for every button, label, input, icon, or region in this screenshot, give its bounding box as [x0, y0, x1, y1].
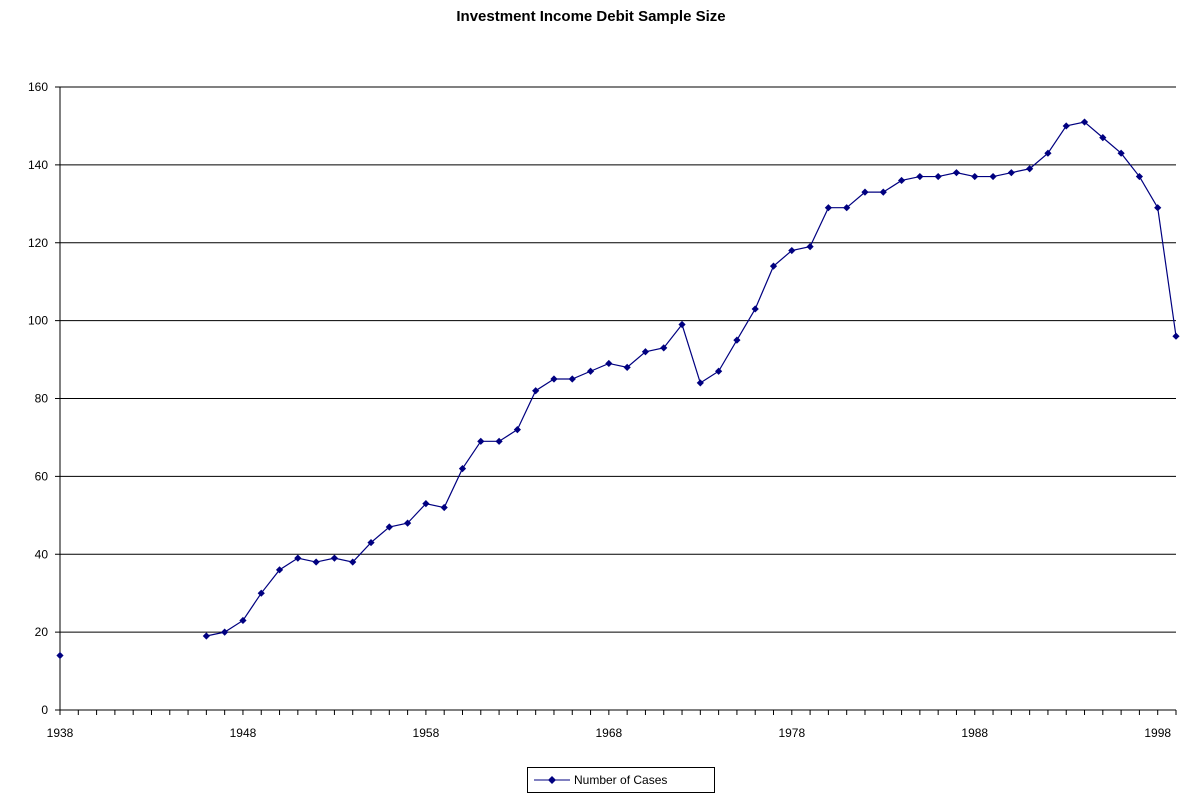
- data-point: [1117, 149, 1125, 157]
- data-point: [202, 632, 210, 640]
- axes: 0 20 40 60 80 100 120 140 160 1938 1948 1958 1968 197…: [28, 80, 1177, 740]
- data-point: [824, 204, 832, 212]
- legend-marker-icon: [534, 776, 570, 784]
- gridlines: [60, 86, 1176, 633]
- y-tick-label: 60: [35, 469, 49, 483]
- data-point: [715, 367, 723, 375]
- y-tick-label: 80: [35, 392, 49, 406]
- data-point: [367, 538, 375, 547]
- data-point: [1026, 165, 1034, 173]
- series-number-of-cases: [56, 118, 1180, 660]
- x-tick-label: 1968: [596, 726, 623, 740]
- data-point: [294, 554, 302, 562]
- data-point: [733, 336, 741, 344]
- data-point: [843, 204, 851, 212]
- chart-title: Investment Income Debit Sample Size: [456, 8, 726, 25]
- data-point: [934, 172, 942, 181]
- data-point: [385, 523, 393, 531]
- data-point: [989, 172, 997, 181]
- data-point: [1172, 332, 1180, 340]
- data-point: [1135, 172, 1144, 181]
- y-tick-label: 160: [28, 80, 48, 94]
- y-tick-label: 0: [41, 703, 48, 717]
- data-point: [422, 500, 430, 508]
- data-point: [1099, 134, 1107, 142]
- x-tick-label: 1978: [778, 726, 805, 740]
- data-point: [660, 344, 668, 352]
- data-point: [861, 188, 869, 196]
- data-point: [440, 503, 448, 512]
- data-point: [1007, 169, 1015, 177]
- data-point: [879, 188, 887, 196]
- data-point: [1080, 118, 1089, 126]
- data-point: [678, 320, 686, 329]
- data-point: [349, 558, 357, 566]
- data-point: [275, 566, 284, 574]
- data-point: [221, 628, 229, 636]
- y-tick-label: 120: [28, 236, 48, 250]
- legend: Number of Cases: [527, 767, 715, 793]
- legend-label: Number of Cases: [574, 773, 668, 787]
- data-point: [788, 246, 796, 255]
- y-tick-label: 100: [28, 314, 48, 328]
- x-tick-label: 1998: [1144, 726, 1171, 740]
- data-point: [312, 558, 320, 566]
- data-point: [696, 379, 704, 387]
- x-tick-label: 1958: [413, 726, 440, 740]
- data-point: [952, 169, 961, 177]
- data-point: [550, 375, 558, 383]
- y-tick-label: 140: [28, 158, 48, 172]
- data-point: [641, 348, 650, 356]
- x-tick-label: 1948: [230, 726, 257, 740]
- data-point: [916, 172, 924, 181]
- data-point: [806, 243, 814, 251]
- data-point: [404, 519, 412, 527]
- data-point: [568, 375, 576, 383]
- series-line: [206, 121, 1177, 637]
- data-point: [495, 437, 503, 445]
- y-tick-label: 20: [35, 625, 49, 639]
- data-point: [1154, 204, 1162, 212]
- data-point: [477, 437, 485, 445]
- data-point: [532, 387, 540, 395]
- data-point: [897, 176, 906, 185]
- data-point: [330, 554, 339, 562]
- y-tick-label: 40: [35, 547, 49, 561]
- data-point: [586, 367, 595, 375]
- data-point: [623, 363, 631, 371]
- data-point: [458, 464, 467, 473]
- data-point: [239, 616, 247, 625]
- data-point: [769, 262, 778, 270]
- data-point: [56, 651, 64, 660]
- data-point: [1044, 149, 1052, 157]
- data-point: [1062, 122, 1070, 130]
- data-point: [971, 172, 979, 181]
- data-point: [605, 359, 613, 368]
- data-point: [257, 589, 265, 597]
- x-tick-label: 1988: [961, 726, 988, 740]
- x-tick-label: 1938: [47, 726, 74, 740]
- data-point: [751, 305, 759, 313]
- data-point: [513, 426, 521, 434]
